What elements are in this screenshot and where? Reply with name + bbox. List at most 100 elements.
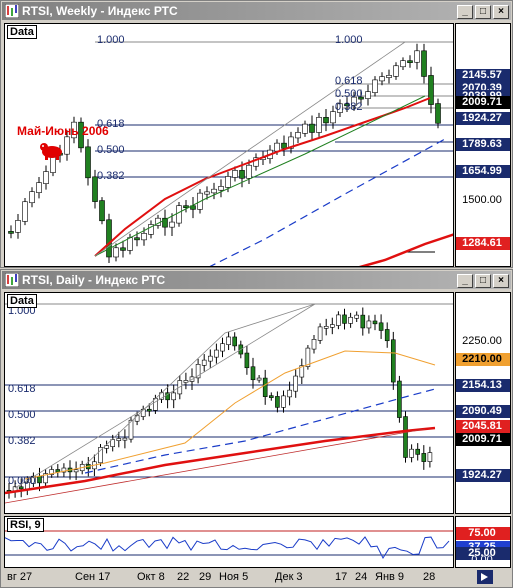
candle-body: [208, 355, 213, 362]
candle-body: [218, 186, 224, 191]
candle-body: [337, 103, 343, 113]
date-axis: вг 27 Сен 17 Окт 8 22 29 Ноя 5 Дек 3 17 …: [5, 570, 455, 586]
candle-body: [421, 50, 427, 77]
date-tick-label: 29: [199, 571, 212, 583]
candle-body: [372, 79, 378, 93]
maximize-button[interactable]: □: [475, 5, 491, 19]
weekly-fib-label-382-right: 0.382: [335, 101, 363, 113]
candle-body: [415, 448, 421, 455]
candle-body: [400, 60, 406, 68]
rsi-pane-label: RSI, 9: [7, 518, 44, 532]
candle-body: [92, 176, 98, 202]
weekly-price-scale[interactable]: 2145.57 2070.39 2039.99 2009.71 1924.27 …: [455, 23, 511, 267]
candle-body: [390, 339, 396, 383]
fib-trend-line: [84, 303, 316, 466]
weekly-price-label: 1654.99: [456, 165, 510, 178]
candle-body: [365, 91, 371, 99]
candle-body: [214, 349, 219, 358]
weekly-price-label: 1500.00: [462, 194, 502, 206]
candle-body: [358, 96, 364, 100]
daily-pane-label: Data: [7, 294, 37, 308]
daily-title-bar[interactable]: RTSI, Daily - Индекс РТС _ □ ×: [2, 271, 511, 289]
candle-body: [407, 60, 413, 63]
rsi-level-label: 75.00: [456, 527, 510, 540]
date-tick-label: Дек 3: [275, 571, 303, 583]
candle-body: [323, 117, 329, 124]
chart-app-icon: [5, 4, 19, 18]
date-tick-label: Сен 17: [75, 571, 111, 583]
rsi-line: [5, 536, 450, 559]
daily-price-label: 2090.49: [456, 405, 510, 418]
candle-body: [176, 205, 182, 224]
candle-body: [128, 419, 134, 440]
candle-body: [29, 191, 35, 204]
daily-chart-window[interactable]: RTSI, Daily - Индекс РТС _ □ × Data 1.00…: [0, 269, 513, 588]
candle-body: [329, 324, 335, 328]
moving-average-line: [84, 388, 436, 474]
candle-body: [226, 336, 231, 345]
candle-body: [275, 396, 280, 408]
candle-body: [384, 329, 390, 342]
candle-body: [379, 76, 385, 82]
candle-body: [204, 191, 210, 195]
candle-body: [78, 121, 84, 149]
candle-body: [295, 132, 301, 139]
daily-current-price-label: 2009.71: [456, 433, 510, 446]
candle-body: [250, 366, 256, 381]
close-button[interactable]: ×: [493, 5, 509, 19]
close-button[interactable]: ×: [493, 274, 509, 288]
minimize-button[interactable]: _: [457, 274, 473, 288]
candle-body: [421, 453, 427, 462]
candle-body: [281, 142, 287, 149]
candle-body: [61, 467, 67, 473]
moving-average-line: [5, 426, 436, 495]
candle-body: [122, 437, 128, 441]
weekly-window-title: RTSI, Weekly - Индекс РТС: [22, 4, 178, 18]
candle-body: [147, 408, 152, 412]
daily-price-scale[interactable]: 2250.00 2210.00 2154.13 2090.49 2045.81 …: [455, 292, 511, 514]
candle-body: [330, 111, 336, 124]
weekly-plot-area[interactable]: Data 1.000 0.618 0.500 0.382 1.000 0.618…: [4, 23, 454, 267]
candle-body: [232, 170, 238, 178]
fib-trend-line: [94, 41, 406, 257]
rsi-plot-area[interactable]: RSI, 9: [4, 516, 454, 568]
candle-body: [49, 469, 55, 475]
trend-line: [5, 428, 426, 504]
weekly-fib-label-500-right: 0.500: [335, 88, 363, 100]
weekly-fib-label-618-right: 0.618: [335, 75, 363, 87]
candle-body: [201, 359, 207, 366]
weekly-fib-label-500: 0.500: [97, 144, 125, 156]
candle-body: [409, 448, 414, 458]
daily-plot-area[interactable]: Data 1.000 0.618 0.500 0.382 0.000: [4, 292, 454, 514]
candle-body: [43, 171, 49, 184]
candle-body: [85, 146, 91, 179]
candle-body: [64, 136, 70, 155]
minimize-button[interactable]: _: [457, 5, 473, 19]
candle-body: [253, 157, 259, 167]
rsi-level-label: 0.00: [471, 554, 493, 566]
maximize-button[interactable]: □: [475, 274, 491, 288]
candle-body: [427, 452, 433, 462]
candle-body: [98, 447, 103, 464]
scroll-to-end-button[interactable]: [477, 570, 493, 584]
candle-body: [183, 380, 189, 383]
bear-icon: [40, 143, 62, 160]
candle-body: [305, 347, 311, 367]
weekly-fib-label-382: 0.382: [97, 170, 125, 182]
weekly-price-label: 1789.63: [456, 138, 510, 151]
weekly-title-bar[interactable]: RTSI, Weekly - Индекс РТС _ □ ×: [2, 2, 511, 20]
daily-window-title: RTSI, Daily - Индекс РТС: [22, 273, 166, 287]
daily-fib-label-1000: 1.000: [8, 305, 36, 317]
candle-body: [232, 336, 237, 347]
candle-body: [288, 136, 294, 149]
rsi-scale[interactable]: 75.00 37.25 25.00 0.00: [455, 516, 511, 568]
candle-body: [268, 395, 274, 398]
date-tick-label: 24: [355, 571, 368, 583]
weekly-chart-window[interactable]: RTSI, Weekly - Индекс РТС _ □ × Data 1.0…: [0, 0, 513, 268]
candle-body: [225, 176, 231, 188]
candle-body: [195, 364, 201, 379]
moving-average-line: [24, 350, 436, 480]
candle-body: [428, 75, 434, 105]
candle-body: [220, 343, 225, 352]
candle-body: [274, 142, 280, 152]
